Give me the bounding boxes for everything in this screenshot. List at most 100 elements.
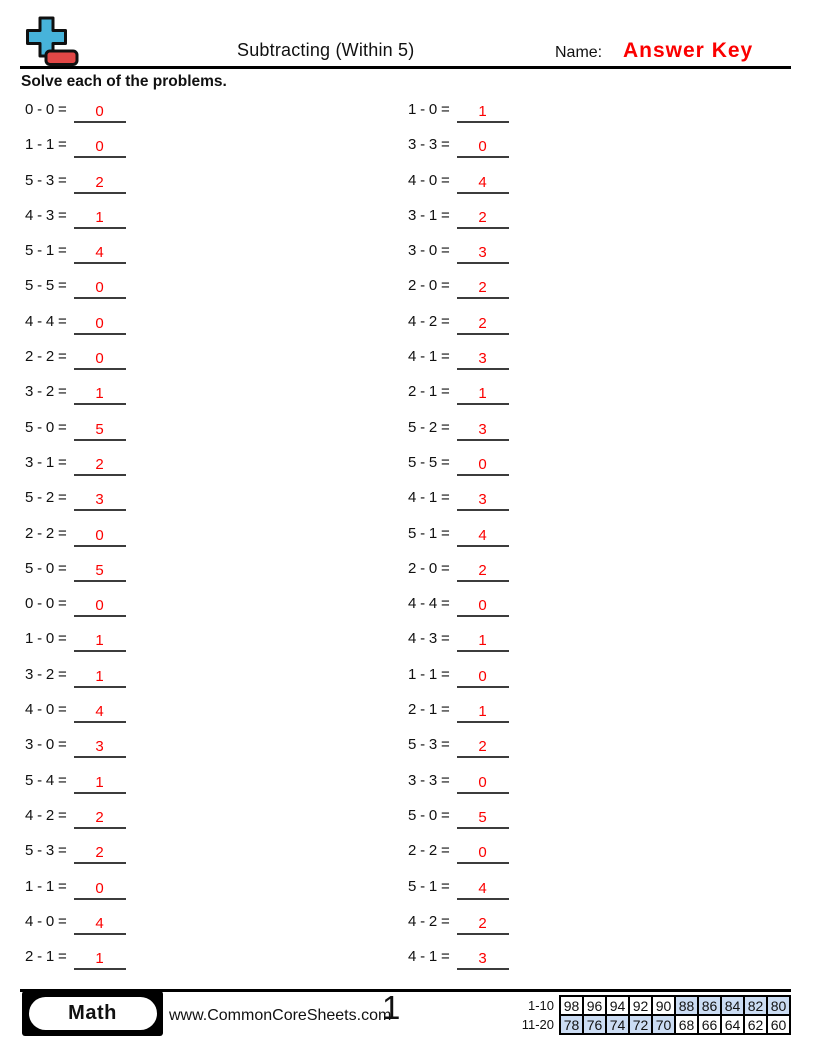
problem-row: 1 - 1 = 0: [408, 662, 509, 697]
answer-value: 2: [478, 738, 487, 756]
answer-blank: 1: [73, 944, 126, 971]
score-cell: 84: [720, 995, 745, 1016]
answer-blank: 4: [456, 874, 509, 900]
problem-row: 4 - 0 = 4: [25, 697, 126, 732]
answer-value: 0: [95, 138, 104, 156]
answer-blank: 5: [73, 415, 126, 441]
problem-expression: 1 - 0 =: [25, 630, 67, 648]
problem-row: 0 - 0 = 0: [25, 591, 126, 626]
answer-value: 3: [478, 244, 487, 262]
answer-value: 5: [478, 808, 487, 826]
problem-row: 5 - 1 = 4: [408, 521, 509, 556]
score-row: 11-20 78 76 74 72 70 68 66 64 62 60: [521, 1014, 791, 1035]
website-url: www.CommonCoreSheets.com: [169, 1007, 392, 1024]
answer-value: 0: [478, 138, 487, 156]
answer-blank: 0: [73, 97, 126, 123]
answer-blank: 1: [456, 97, 509, 123]
problem-expression: 5 - 1 =: [408, 877, 450, 895]
answer-value: 1: [95, 208, 104, 226]
problem-expression: 5 - 1 =: [25, 242, 67, 260]
answer-value: 2: [95, 455, 104, 473]
instructions-text: Solve each of the problems.: [21, 73, 227, 90]
problem-row: 4 - 4 = 0: [408, 591, 509, 626]
problem-expression: 4 - 0 =: [25, 701, 67, 719]
score-cell: 96: [582, 995, 607, 1016]
score-cell: 64: [720, 1014, 745, 1035]
answer-blank: 1: [73, 768, 126, 794]
problem-row: 1 - 1 = 0: [25, 132, 126, 167]
answer-blank: 0: [73, 874, 126, 900]
answer-value: 1: [95, 385, 104, 403]
answer-blank: 0: [456, 838, 509, 865]
answer-blank: 4: [73, 909, 126, 935]
answer-blank: 4: [456, 168, 509, 194]
answer-blank: 0: [456, 591, 509, 618]
problem-row: 4 - 3 = 1: [408, 626, 509, 661]
problem-row: 5 - 0 = 5: [25, 415, 126, 450]
name-label: Name:: [555, 44, 603, 61]
answer-value: 1: [478, 703, 487, 721]
problem-row: 3 - 0 = 3: [25, 732, 126, 767]
problem-row: 4 - 1 = 3: [408, 485, 509, 520]
answer-value: 0: [478, 455, 487, 473]
problem-expression: 1 - 1 =: [25, 877, 67, 895]
problem-row: 5 - 3 = 2: [25, 168, 126, 203]
problem-row: 4 - 4 = 0: [25, 309, 126, 344]
problem-expression: 2 - 2 =: [408, 842, 450, 860]
problem-expression: 3 - 2 =: [25, 383, 67, 401]
answer-value: 1: [95, 773, 104, 791]
answer-blank: 2: [456, 203, 509, 229]
answer-blank: 1: [73, 626, 126, 653]
answer-blank: 2: [456, 309, 509, 335]
problem-expression: 5 - 0 =: [25, 559, 67, 577]
answer-value: 0: [478, 597, 487, 615]
problem-expression: 0 - 0 =: [25, 101, 67, 118]
answer-value: 0: [478, 667, 487, 685]
problem-row: 2 - 0 = 2: [408, 273, 509, 308]
answer-blank: 1: [73, 379, 126, 406]
problem-expression: 1 - 1 =: [25, 136, 67, 154]
answer-blank: 3: [73, 732, 126, 759]
answer-blank: 3: [456, 238, 509, 265]
problems-column-left: 0 - 0 = 0 1 - 1 = 0 5 - 3 = 2 4 - 3 = 1 5 - 1 = 4…: [25, 97, 126, 979]
answer-value: 2: [95, 173, 104, 191]
problem-row: 1 - 1 = 0: [25, 874, 126, 909]
answer-blank: 1: [456, 697, 509, 724]
answer-value: 4: [478, 173, 487, 191]
score-cell: 66: [697, 1014, 722, 1035]
answer-value: 5: [95, 420, 104, 438]
answer-blank: 0: [73, 132, 126, 159]
problem-expression: 1 - 1 =: [408, 665, 450, 683]
problem-row: 4 - 2 = 2: [408, 909, 509, 944]
problem-expression: 4 - 0 =: [25, 912, 67, 930]
answer-blank: 1: [456, 379, 509, 406]
answer-blank: 2: [73, 838, 126, 865]
problem-row: 3 - 2 = 1: [25, 379, 126, 414]
problem-row: 5 - 4 = 1: [25, 768, 126, 803]
problem-row: 2 - 1 = 1: [408, 379, 509, 414]
problem-expression: 2 - 2 =: [25, 348, 67, 366]
problem-row: 3 - 0 = 3: [408, 238, 509, 273]
answer-value: 4: [95, 703, 104, 721]
score-cell: 98: [559, 995, 584, 1016]
answer-blank: 5: [456, 803, 509, 829]
problem-expression: 5 - 5 =: [25, 277, 67, 295]
answer-blank: 4: [73, 697, 126, 724]
answer-blank: 2: [73, 803, 126, 829]
problem-expression: 4 - 0 =: [408, 171, 450, 189]
answer-value: 3: [95, 491, 104, 509]
problem-expression: 3 - 1 =: [408, 206, 450, 224]
problem-expression: 4 - 2 =: [25, 806, 67, 824]
problem-expression: 3 - 0 =: [408, 242, 450, 260]
problem-row: 4 - 0 = 4: [25, 909, 126, 944]
answer-blank: 0: [456, 662, 509, 688]
score-cell: 70: [651, 1014, 676, 1035]
problem-row: 3 - 2 = 1: [25, 662, 126, 697]
answer-value: 4: [95, 244, 104, 262]
score-cell: 94: [605, 995, 630, 1016]
problem-expression: 4 - 3 =: [25, 206, 67, 224]
problem-expression: 2 - 0 =: [408, 277, 450, 295]
answer-value: 2: [478, 914, 487, 932]
answer-blank: 0: [456, 450, 509, 476]
problem-expression: 5 - 3 =: [408, 736, 450, 754]
